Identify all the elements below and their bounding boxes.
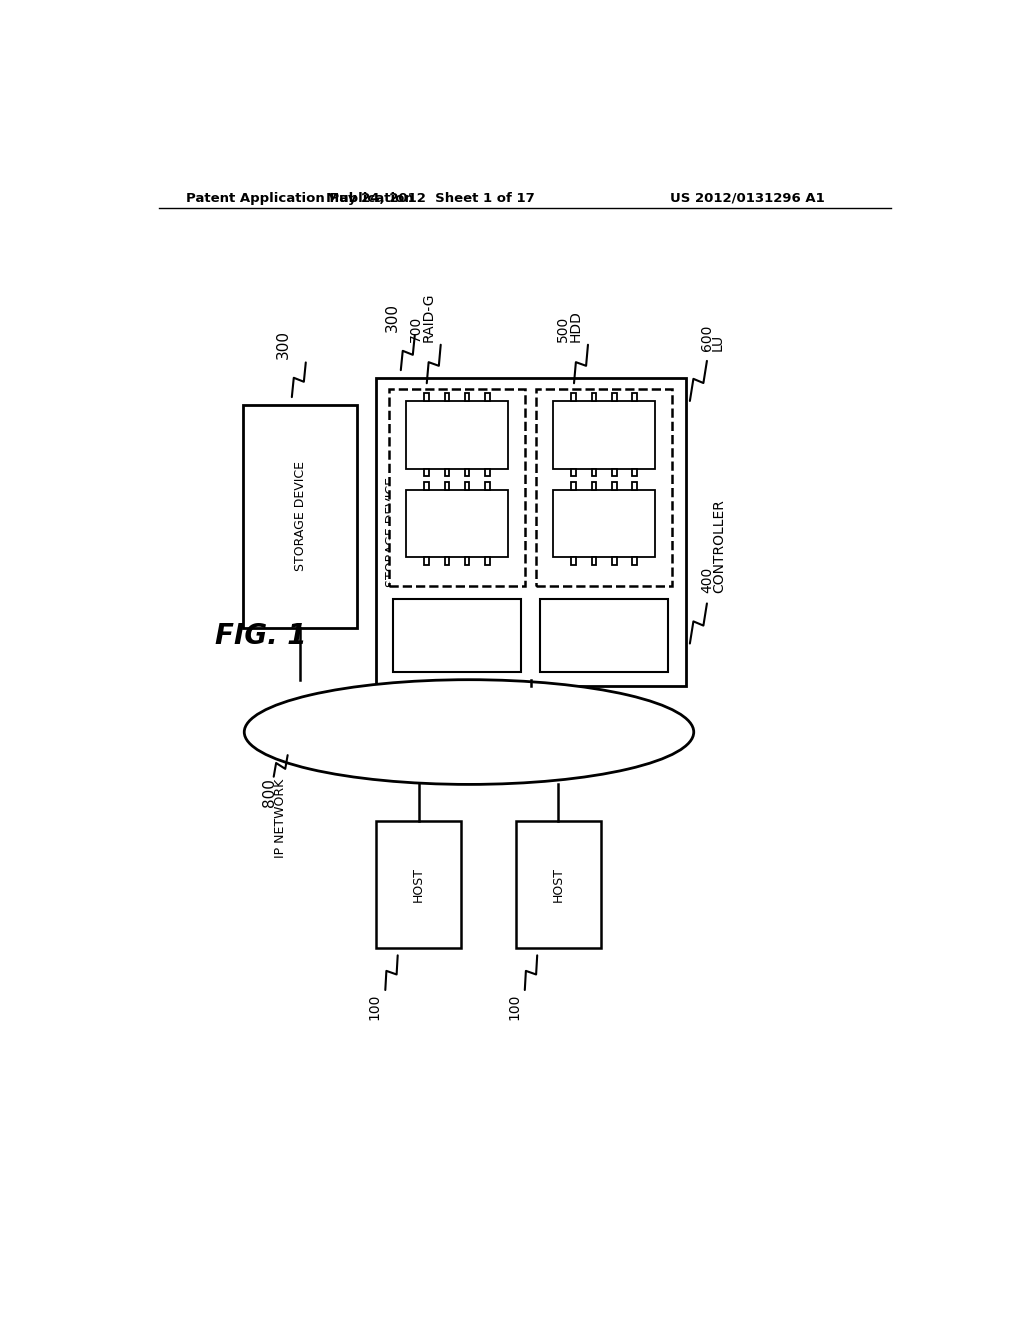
Bar xyxy=(393,599,521,672)
Bar xyxy=(485,469,489,477)
Bar xyxy=(571,482,577,490)
Text: 600: 600 xyxy=(700,325,714,351)
Bar xyxy=(633,393,637,401)
Bar xyxy=(592,557,596,565)
Bar xyxy=(465,557,469,565)
Bar xyxy=(444,482,450,490)
Bar xyxy=(571,393,577,401)
Bar xyxy=(389,389,524,586)
Bar xyxy=(541,599,669,672)
Bar xyxy=(424,557,429,565)
Bar xyxy=(444,393,450,401)
Bar xyxy=(485,557,489,565)
Bar xyxy=(592,393,596,401)
Text: RAID-G: RAID-G xyxy=(421,292,435,342)
Bar xyxy=(376,821,461,948)
Text: STORAGE DEVICE: STORAGE DEVICE xyxy=(294,462,306,572)
Bar xyxy=(612,557,616,565)
Bar xyxy=(407,490,508,557)
Bar xyxy=(515,821,601,948)
Text: 300: 300 xyxy=(275,330,291,359)
Text: LU: LU xyxy=(711,334,725,351)
Text: HOST: HOST xyxy=(412,867,425,902)
Text: 300: 300 xyxy=(385,302,399,331)
Bar xyxy=(485,393,489,401)
Bar xyxy=(554,401,655,469)
Text: 500: 500 xyxy=(556,315,570,342)
Bar xyxy=(424,393,429,401)
Bar xyxy=(571,557,577,565)
Bar xyxy=(243,405,357,628)
Bar xyxy=(612,393,616,401)
Bar xyxy=(424,482,429,490)
Text: IP NETWORK: IP NETWORK xyxy=(274,779,287,858)
Bar xyxy=(537,389,672,586)
Bar xyxy=(633,482,637,490)
Bar xyxy=(554,490,655,557)
Text: FIG. 1: FIG. 1 xyxy=(215,622,306,649)
Text: US 2012/0131296 A1: US 2012/0131296 A1 xyxy=(671,191,825,205)
Bar xyxy=(424,469,429,477)
Bar xyxy=(465,393,469,401)
Text: May 24, 2012  Sheet 1 of 17: May 24, 2012 Sheet 1 of 17 xyxy=(326,191,535,205)
Bar xyxy=(633,557,637,565)
Bar xyxy=(465,469,469,477)
Bar xyxy=(633,469,637,477)
Text: 700: 700 xyxy=(409,315,423,342)
Bar xyxy=(485,482,489,490)
Bar xyxy=(444,557,450,565)
Bar xyxy=(612,469,616,477)
Text: HOST: HOST xyxy=(552,867,564,902)
Bar xyxy=(592,469,596,477)
Bar xyxy=(376,378,686,686)
Bar xyxy=(592,482,596,490)
Text: 400: 400 xyxy=(700,568,714,594)
Bar xyxy=(444,469,450,477)
Bar xyxy=(407,401,508,469)
Text: 100: 100 xyxy=(368,994,382,1020)
Bar xyxy=(612,482,616,490)
Text: 800: 800 xyxy=(261,779,276,807)
Text: CONTROLLER: CONTROLLER xyxy=(713,499,726,594)
Ellipse shape xyxy=(245,680,693,784)
Bar xyxy=(571,469,577,477)
Text: Patent Application Publication: Patent Application Publication xyxy=(186,191,414,205)
Text: STORAGE DEVICE: STORAGE DEVICE xyxy=(385,477,398,587)
Text: HDD: HDD xyxy=(568,310,583,342)
Text: 100: 100 xyxy=(507,994,521,1020)
Bar xyxy=(465,482,469,490)
